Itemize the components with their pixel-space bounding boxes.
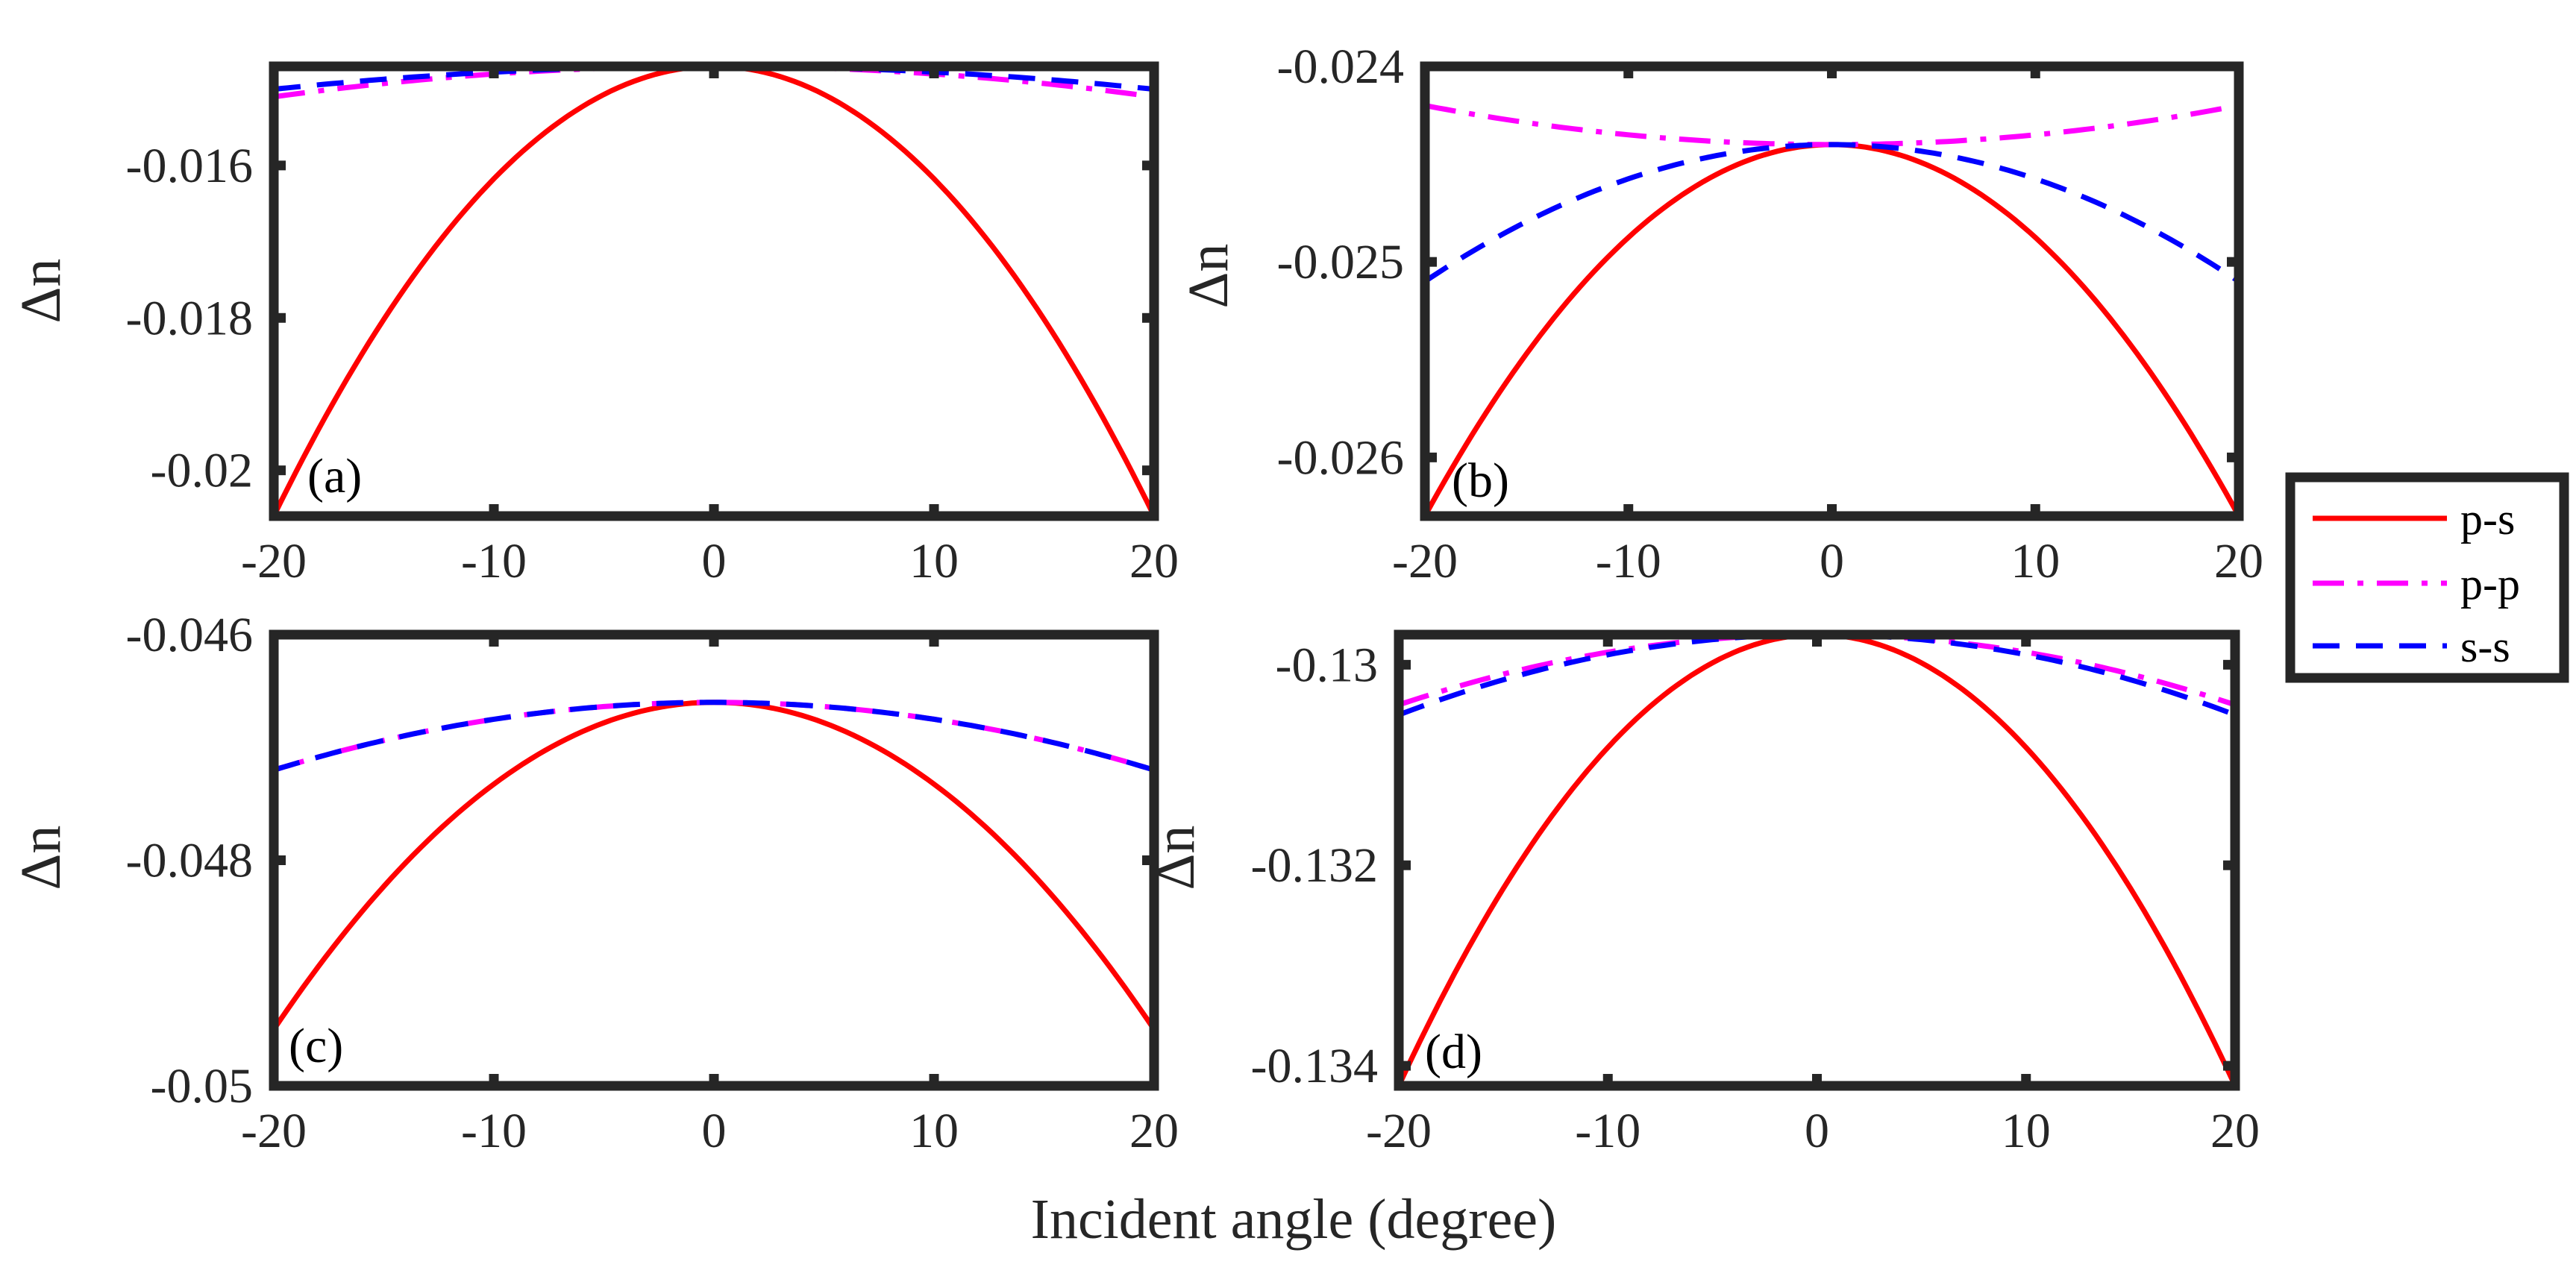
x-tick-label: 10	[909, 534, 959, 588]
x-axis-label: Incident angle (degree)	[1031, 1188, 1557, 1251]
series-line-p-p	[274, 66, 1154, 100]
panel-label: (b)	[1452, 453, 1509, 508]
series-line-p-s	[274, 66, 1154, 516]
x-tick-label: -10	[1596, 534, 1661, 588]
legend: p-s p-p s-s	[2285, 472, 2569, 683]
axes-frame	[269, 61, 1159, 521]
x-tick-label: 10	[909, 1104, 959, 1158]
y-tick-label: -0.132	[1251, 838, 1378, 893]
y-axis-label: Δn	[10, 826, 72, 890]
chart-panel: -20 -10 0 10 20 -0.026 -0.025 -0.024 (b) Δn	[1177, 40, 2263, 588]
x-tick-label: 20	[1129, 534, 1179, 588]
y-tick-label: -0.046	[126, 608, 253, 662]
panels: -20 -10 0 10 20 -0.02 -0.018 -0.016 (a) Δn -20 -10 0…	[10, 40, 2263, 1158]
y-tick-label: -0.025	[1277, 235, 1404, 289]
legend-label-p-s: p-s	[2460, 494, 2515, 544]
axes-frame	[269, 629, 1159, 1091]
y-tick-label: -0.02	[151, 444, 253, 498]
series-line-p-p	[1399, 635, 2235, 708]
x-tick-label: -10	[461, 1104, 527, 1158]
x-tick-label: -20	[1366, 1104, 1432, 1158]
chart-panel: -20 -10 0 10 20 -0.134 -0.132 -0.13 (d) Δn	[1144, 629, 2260, 1158]
y-axis-label: Δn	[1177, 244, 1240, 309]
axes-frame	[1420, 61, 2244, 521]
x-tick-label: -20	[241, 1104, 307, 1158]
series-line-s-s	[1425, 142, 2239, 284]
series-line-s-s	[1399, 635, 2235, 717]
legend-label-s-s: s-s	[2460, 622, 2510, 671]
x-tick-label: 0	[1805, 1104, 1829, 1158]
x-tick-label: -20	[241, 534, 307, 588]
x-tick-label: 20	[2214, 534, 2263, 588]
y-tick-label: -0.134	[1251, 1039, 1378, 1093]
y-tick-label: -0.026	[1277, 430, 1404, 485]
series-line-s-s	[274, 66, 1154, 92]
x-tick-label: 0	[702, 534, 727, 588]
x-tick-label: 20	[2210, 1104, 2260, 1158]
x-tick-label: -20	[1392, 534, 1458, 588]
x-tick-label: 10	[2002, 1104, 2051, 1158]
y-tick-label: -0.048	[126, 834, 253, 888]
x-tick-label: -10	[1575, 1104, 1640, 1158]
chart-panel: -20 -10 0 10 20 -0.02 -0.018 -0.016 (a) Δn	[10, 61, 1179, 588]
y-tick-label: -0.018	[126, 291, 253, 345]
panel-label: (d)	[1425, 1025, 1482, 1079]
x-tick-label: 0	[1820, 534, 1844, 588]
y-axis-label: Δn	[1144, 826, 1206, 890]
x-tick-label: 10	[2011, 534, 2060, 588]
panel-label: (c)	[289, 1019, 343, 1073]
chart-panel: -20 -10 0 10 20 -0.05 -0.048 -0.046 (c) Δn	[10, 608, 1179, 1158]
series-line-s-s	[274, 700, 1154, 773]
series-line-p-s	[1399, 635, 2235, 1086]
y-tick-label: -0.016	[126, 139, 253, 193]
y-axis-label: Δn	[10, 259, 72, 324]
y-tick-label: -0.024	[1277, 40, 1404, 94]
y-tick-label: -0.05	[151, 1059, 253, 1113]
panel-label: (a)	[307, 449, 362, 503]
axes-frame	[1394, 629, 2240, 1091]
x-tick-label: 20	[1129, 1104, 1179, 1158]
y-tick-label: -0.13	[1276, 638, 1378, 692]
x-tick-label: -10	[461, 534, 527, 588]
legend-label-p-p: p-p	[2460, 559, 2520, 609]
x-tick-label: 0	[702, 1104, 727, 1158]
